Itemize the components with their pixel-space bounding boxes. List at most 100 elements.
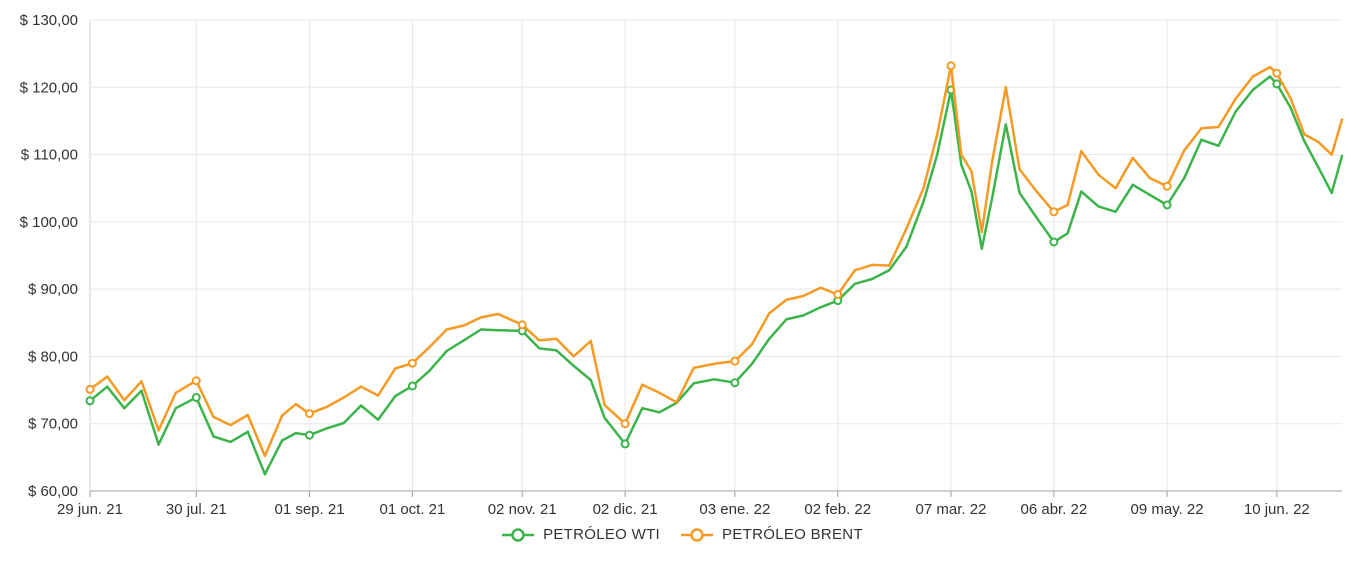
data-point — [1272, 79, 1282, 89]
data-point — [280, 439, 284, 442]
data-point — [970, 190, 973, 193]
data-point — [1018, 168, 1021, 171]
data-point — [157, 429, 160, 432]
legend-wti-marker — [502, 527, 535, 542]
data-point — [1131, 183, 1135, 186]
data-point — [325, 427, 328, 430]
data-point — [246, 413, 249, 417]
data-point — [517, 320, 527, 330]
data-point — [1316, 140, 1320, 143]
data-point — [1018, 191, 1021, 195]
data-point — [394, 367, 397, 370]
data-point — [641, 407, 644, 410]
data-point — [675, 401, 678, 404]
data-point — [479, 316, 483, 319]
x-tick-label: 02 nov. 21 — [488, 501, 557, 518]
data-point — [946, 61, 956, 71]
series-brent — [85, 61, 1344, 458]
y-tick-label: $ 120,00 — [20, 79, 78, 96]
data-point — [960, 153, 963, 156]
data-point — [936, 133, 939, 136]
data-point — [538, 339, 541, 342]
data-point — [191, 376, 201, 386]
data-point — [1097, 173, 1100, 176]
data-point — [1114, 210, 1117, 213]
data-point — [620, 439, 630, 449]
data-point — [1162, 181, 1172, 191]
data-point — [1303, 139, 1306, 143]
data-point — [819, 286, 822, 289]
data-point — [960, 163, 963, 166]
data-point — [555, 349, 558, 352]
data-point — [658, 411, 661, 414]
data-point — [589, 378, 592, 382]
legend-item-brent[interactable]: PETRÓLEO BRENT — [680, 526, 863, 543]
y-tick-label: $ 80,00 — [28, 348, 78, 365]
legend-item-wti[interactable]: PETRÓLEO WTI — [501, 526, 660, 543]
series-layer — [85, 61, 1344, 476]
x-tick-label: 07 mar. 22 — [916, 501, 987, 518]
data-point — [140, 389, 143, 392]
data-point — [1148, 176, 1152, 180]
x-tick-label: 01 oct. 21 — [379, 501, 445, 518]
data-point — [785, 298, 788, 302]
data-point — [428, 369, 431, 372]
axes: $ 60,00 $ 70,00 $ 80,00 $ 90,00 $ 100,00 $ 11… — [20, 12, 1342, 518]
data-point — [1183, 176, 1186, 180]
data-point — [342, 421, 345, 425]
series-wti — [85, 75, 1344, 476]
data-point — [1251, 88, 1255, 92]
data-point — [713, 362, 716, 365]
series-line — [88, 75, 1344, 476]
data-point — [497, 312, 500, 316]
data-point — [870, 263, 874, 267]
data-point — [990, 197, 994, 200]
data-point — [246, 430, 249, 433]
x-tick-label: 02 dic. 21 — [593, 501, 658, 518]
data-point — [106, 385, 109, 388]
data-point — [294, 403, 297, 406]
data-point — [853, 282, 857, 285]
data-point — [1066, 203, 1069, 207]
data-point — [123, 399, 126, 402]
data-point — [750, 362, 754, 365]
data-point — [922, 200, 925, 203]
data-point — [376, 394, 380, 397]
data-point — [980, 230, 983, 234]
data-point — [1217, 144, 1220, 147]
data-point — [853, 269, 857, 272]
data-point — [445, 349, 448, 353]
data-point — [1080, 190, 1083, 193]
data-point — [1268, 75, 1272, 78]
data-point — [1303, 133, 1306, 136]
x-tick-label: 09 may. 22 — [1131, 501, 1204, 518]
data-point — [658, 391, 661, 394]
data-point — [1097, 205, 1100, 208]
data-point — [280, 414, 284, 417]
data-point — [922, 187, 925, 190]
data-point — [1251, 75, 1255, 78]
data-point — [1162, 200, 1172, 210]
data-point — [212, 435, 215, 438]
data-point — [589, 339, 592, 343]
data-point — [229, 423, 232, 427]
data-point — [157, 443, 160, 446]
data-point — [462, 324, 466, 327]
data-point — [174, 407, 177, 410]
data-point — [641, 383, 644, 386]
data-point — [990, 160, 994, 164]
data-point — [325, 405, 328, 409]
data-point — [888, 264, 891, 267]
data-point — [1066, 232, 1069, 235]
grid-lines — [89, 19, 1342, 492]
data-point — [555, 337, 558, 341]
data-point — [1049, 237, 1059, 247]
data-point — [342, 396, 345, 399]
data-point — [376, 418, 380, 421]
data-point — [692, 366, 695, 370]
data-point — [140, 380, 143, 383]
data-point — [263, 473, 267, 476]
data-point — [359, 404, 363, 407]
data-point — [479, 328, 483, 331]
data-point — [305, 430, 314, 440]
